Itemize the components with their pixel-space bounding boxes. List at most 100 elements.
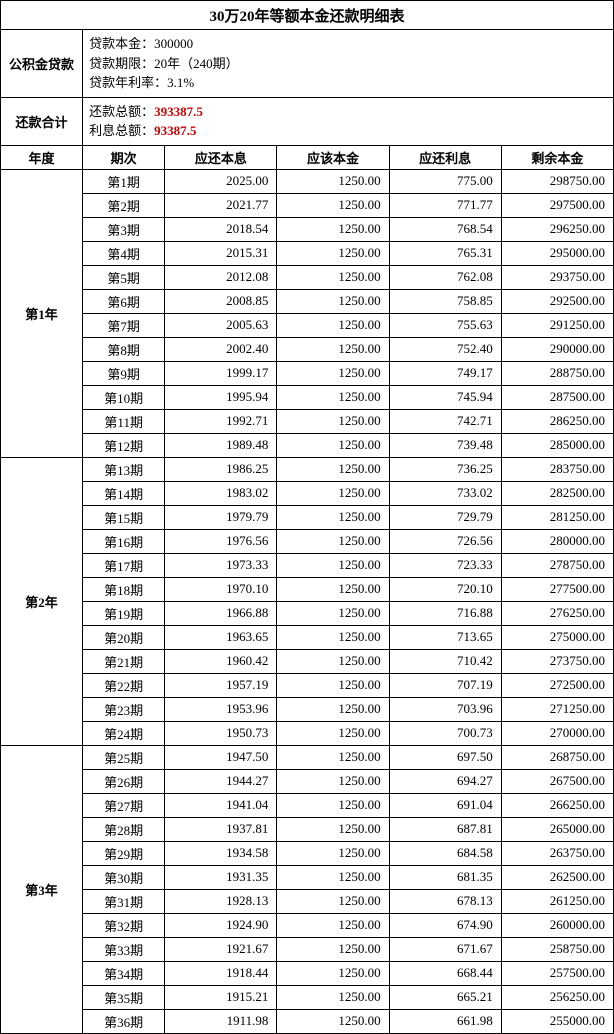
table-row: 第2年第13期1986.251250.00736.25283750.00 — [1, 457, 614, 481]
period-cell: 第9期 — [83, 361, 165, 385]
balance-cell: 286250.00 — [501, 409, 613, 433]
pi-cell: 1976.56 — [165, 529, 277, 553]
pi-cell: 1944.27 — [165, 769, 277, 793]
interest-cell: 687.81 — [389, 817, 501, 841]
principal-label: 贷款本金： — [89, 36, 154, 51]
principal-cell: 1250.00 — [277, 793, 389, 817]
pi-cell: 2012.08 — [165, 265, 277, 289]
period-cell: 第20期 — [83, 625, 165, 649]
table-row: 第12期1989.481250.00739.48285000.00 — [1, 433, 614, 457]
pi-cell: 1989.48 — [165, 433, 277, 457]
period-cell: 第19期 — [83, 601, 165, 625]
year-cell: 第1年 — [1, 169, 83, 457]
principal-cell: 1250.00 — [277, 481, 389, 505]
interest-cell: 665.21 — [389, 985, 501, 1009]
period-cell: 第21期 — [83, 649, 165, 673]
pi-cell: 2015.31 — [165, 241, 277, 265]
pi-cell: 2002.40 — [165, 337, 277, 361]
interest-cell: 700.73 — [389, 721, 501, 745]
interest-cell: 703.96 — [389, 697, 501, 721]
principal-cell: 1250.00 — [277, 193, 389, 217]
interest-cell: 752.40 — [389, 337, 501, 361]
period-cell: 第5期 — [83, 265, 165, 289]
col-principal: 应该本金 — [277, 145, 389, 169]
table-row: 第34期1918.441250.00668.44257500.00 — [1, 961, 614, 985]
loan-info: 贷款本金：300000 贷款期限：20年（240期） 贷款年利率：3.1% — [83, 30, 614, 98]
principal-cell: 1250.00 — [277, 865, 389, 889]
principal-cell: 1250.00 — [277, 721, 389, 745]
interest-cell: 723.33 — [389, 553, 501, 577]
principal-cell: 1250.00 — [277, 697, 389, 721]
principal-cell: 1250.00 — [277, 961, 389, 985]
balance-cell: 270000.00 — [501, 721, 613, 745]
interest-cell: 768.54 — [389, 217, 501, 241]
pi-cell: 1931.35 — [165, 865, 277, 889]
table-title: 30万20年等额本金还款明细表 — [1, 1, 614, 30]
pi-cell: 2021.77 — [165, 193, 277, 217]
period-cell: 第6期 — [83, 289, 165, 313]
principal-cell: 1250.00 — [277, 505, 389, 529]
principal-cell: 1250.00 — [277, 337, 389, 361]
table-row: 第15期1979.791250.00729.79281250.00 — [1, 505, 614, 529]
principal-cell: 1250.00 — [277, 745, 389, 769]
pi-cell: 1947.50 — [165, 745, 277, 769]
interest-cell: 691.04 — [389, 793, 501, 817]
table-row: 第7期2005.631250.00755.63291250.00 — [1, 313, 614, 337]
table-row: 第28期1937.811250.00687.81265000.00 — [1, 817, 614, 841]
total-repay-value: 393387.5 — [154, 104, 203, 119]
pi-cell: 1953.96 — [165, 697, 277, 721]
interest-cell: 710.42 — [389, 649, 501, 673]
interest-cell: 713.65 — [389, 625, 501, 649]
interest-cell: 749.17 — [389, 361, 501, 385]
pi-cell: 1911.98 — [165, 1009, 277, 1033]
balance-cell: 265000.00 — [501, 817, 613, 841]
period-cell: 第31期 — [83, 889, 165, 913]
period-cell: 第14期 — [83, 481, 165, 505]
balance-cell: 295000.00 — [501, 241, 613, 265]
pi-cell: 1983.02 — [165, 481, 277, 505]
principal-cell: 1250.00 — [277, 433, 389, 457]
interest-cell: 661.98 — [389, 1009, 501, 1033]
col-balance: 剩余本金 — [501, 145, 613, 169]
period-cell: 第13期 — [83, 457, 165, 481]
period-cell: 第28期 — [83, 817, 165, 841]
balance-cell: 296250.00 — [501, 217, 613, 241]
principal-cell: 1250.00 — [277, 937, 389, 961]
interest-cell: 755.63 — [389, 313, 501, 337]
pi-cell: 1979.79 — [165, 505, 277, 529]
period-cell: 第12期 — [83, 433, 165, 457]
table-row: 第36期1911.981250.00661.98255000.00 — [1, 1009, 614, 1033]
pi-cell: 1918.44 — [165, 961, 277, 985]
pi-cell: 1941.04 — [165, 793, 277, 817]
pi-cell: 1963.65 — [165, 625, 277, 649]
balance-cell: 281250.00 — [501, 505, 613, 529]
interest-cell: 697.50 — [389, 745, 501, 769]
table-row: 第31期1928.131250.00678.13261250.00 — [1, 889, 614, 913]
interest-cell: 726.56 — [389, 529, 501, 553]
balance-cell: 275000.00 — [501, 625, 613, 649]
balance-cell: 291250.00 — [501, 313, 613, 337]
balance-cell: 262500.00 — [501, 865, 613, 889]
interest-cell: 684.58 — [389, 841, 501, 865]
interest-cell: 736.25 — [389, 457, 501, 481]
balance-cell: 276250.00 — [501, 601, 613, 625]
interest-cell: 739.48 — [389, 433, 501, 457]
table-row: 第29期1934.581250.00684.58263750.00 — [1, 841, 614, 865]
period-cell: 第29期 — [83, 841, 165, 865]
pi-cell: 1973.33 — [165, 553, 277, 577]
table-row: 第3期2018.541250.00768.54296250.00 — [1, 217, 614, 241]
principal-cell: 1250.00 — [277, 601, 389, 625]
interest-cell: 671.67 — [389, 937, 501, 961]
total-info: 还款总额：393387.5 利息总额：93387.5 — [83, 97, 614, 145]
principal-cell: 1250.00 — [277, 841, 389, 865]
rate-value: 3.1% — [167, 75, 194, 90]
pi-cell: 1921.67 — [165, 937, 277, 961]
interest-cell: 742.71 — [389, 409, 501, 433]
period-cell: 第24期 — [83, 721, 165, 745]
balance-cell: 297500.00 — [501, 193, 613, 217]
balance-cell: 267500.00 — [501, 769, 613, 793]
pi-cell: 1995.94 — [165, 385, 277, 409]
period-cell: 第10期 — [83, 385, 165, 409]
table-row: 第21期1960.421250.00710.42273750.00 — [1, 649, 614, 673]
period-cell: 第17期 — [83, 553, 165, 577]
